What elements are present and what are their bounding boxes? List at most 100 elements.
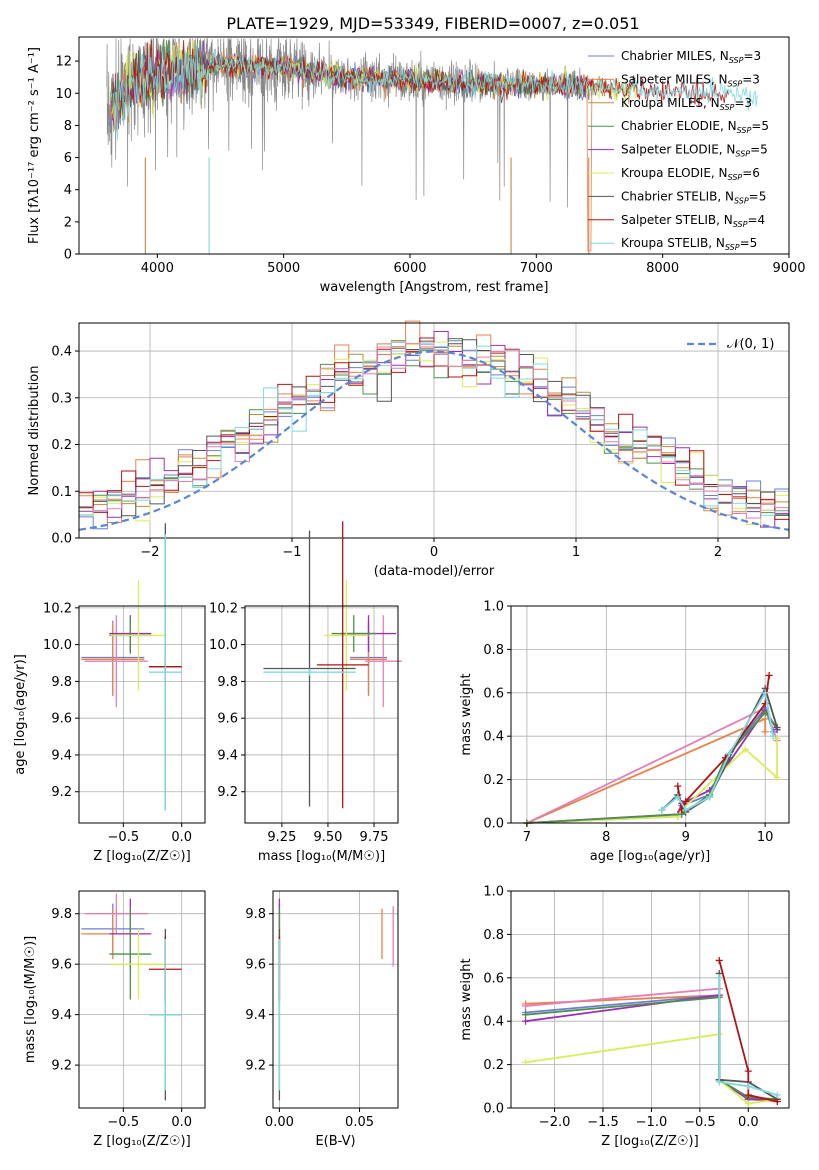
data-marker — [761, 715, 769, 723]
x-tick-label: −2 — [140, 545, 159, 560]
mass-weight-line — [526, 710, 778, 824]
data-marker — [522, 1017, 530, 1025]
data-marker — [773, 1097, 781, 1105]
y-tick-label: 1.0 — [483, 600, 504, 615]
axes-frame — [272, 890, 399, 1109]
y-tick-label: 9.6 — [51, 712, 72, 727]
errorbar-point — [364, 615, 402, 708]
y-tick-label: 10.0 — [209, 638, 238, 653]
y-tick-label: 0.8 — [483, 643, 504, 658]
y-axis-label: mass weight — [459, 673, 474, 755]
x-tick-label: −0.5 — [108, 1115, 140, 1130]
x-axis-label: age [log₁₀(age/yr)] — [590, 849, 711, 864]
data-marker — [715, 1078, 723, 1086]
mass-weight-line — [526, 706, 778, 824]
y-tick-label: 9.8 — [51, 675, 72, 690]
x-axis-label: wavelength [Angstrom, rest frame] — [320, 280, 549, 295]
axes-frame — [78, 605, 206, 824]
x-tick-label: 5000 — [267, 261, 300, 276]
age_vs_mass-panel: 9.25 9.50 9.75 9.2 9.4 9.6 9.8 10.0 10.2 mass [lo… — [209, 521, 402, 864]
data-marker — [658, 806, 666, 814]
y-tick-label: 10.2 — [43, 601, 72, 616]
errorbar-point — [324, 580, 369, 691]
weight_vs_Z-panel: −2.0 −1.5 −1.0 −0.5 0.0 0.0 0.2 0.4 0.6 0.8 1.0 Z [… — [459, 885, 790, 1149]
data-marker — [773, 734, 781, 742]
x-tick-label: 2 — [714, 545, 722, 560]
y-tick-label: 9.6 — [245, 958, 266, 973]
x-tick-label: 0.0 — [171, 1115, 192, 1130]
legend-entry: Chabrier MILES, NSSP=3 — [621, 49, 761, 65]
y-tick-label: 6 — [64, 151, 72, 166]
mass-weight-line — [718, 977, 778, 1096]
x-tick-label: 7000 — [520, 261, 553, 276]
y-tick-label: 0.1 — [51, 485, 72, 500]
legend-entry: Salpeter MILES, NSSP=3 — [621, 72, 760, 88]
y-tick-label: 9.4 — [217, 748, 238, 763]
data-marker — [715, 974, 723, 982]
errorbar-point — [149, 938, 182, 1091]
x-tick-label: −1.0 — [636, 1115, 668, 1130]
axes-frame — [510, 605, 790, 824]
legend-entry: Kroupa ELODIE, NSSP=6 — [621, 166, 760, 182]
errorbar-point — [263, 668, 356, 676]
axes-frame — [244, 605, 399, 824]
y-tick-label: 9.4 — [51, 748, 72, 763]
spectrum-panel: 4000 5000 6000 7000 8000 9000 0 2 4 6 8 10 12 wavelen… — [27, 36, 806, 295]
legend-entry: Kroupa MILES, NSSP=3 — [621, 96, 752, 112]
x-tick-label: 8 — [602, 830, 610, 845]
x-tick-label: 9.25 — [267, 830, 296, 845]
x-tick-label: 0 — [430, 545, 438, 560]
x-axis-label: E(B-V) — [315, 1134, 355, 1149]
x-axis-label: mass [log₁₀(M/M☉)] — [258, 849, 385, 864]
errorbar-point — [110, 580, 167, 691]
y-tick-label: 10.2 — [209, 601, 238, 616]
data-marker — [744, 1100, 752, 1108]
y-tick-label: 10 — [55, 87, 72, 102]
y-tick-label: 0.6 — [483, 971, 504, 986]
normal-legend-label: 𝒩(0, 1) — [727, 337, 774, 352]
axes-frame — [78, 890, 206, 1109]
y-tick-label: 0.2 — [483, 1058, 504, 1073]
data-marker — [769, 732, 777, 740]
data-marker — [725, 750, 733, 758]
y-tick-label: 9.4 — [245, 1008, 266, 1023]
x-tick-label: −1 — [282, 545, 301, 560]
x-tick-label: 1 — [572, 545, 580, 560]
y-tick-label: 9.4 — [51, 1008, 72, 1023]
y-tick-label: 9.2 — [217, 785, 238, 800]
data-marker — [744, 1091, 752, 1099]
x-tick-label: 7 — [523, 830, 531, 845]
data-marker — [674, 793, 682, 801]
errorbar-point — [110, 928, 167, 1000]
y-tick-label: 0.4 — [51, 345, 72, 360]
x-tick-label: 0.05 — [345, 1115, 374, 1130]
y-tick-label: 0.0 — [483, 1102, 504, 1117]
y-tick-label: 1.0 — [483, 885, 504, 900]
normal-curve — [78, 350, 790, 531]
y-tick-label: 9.6 — [51, 958, 72, 973]
x-tick-label: 0.0 — [171, 830, 192, 845]
errorbar-point — [263, 530, 356, 807]
errorbar-point — [149, 534, 182, 811]
y-axis-label: mass weight — [459, 958, 474, 1040]
y-tick-label: 9.8 — [245, 907, 266, 922]
x-tick-label: 8000 — [646, 261, 679, 276]
mass_vs_ebv-panel: 0.00 0.05 9.2 9.4 9.6 9.8 E(B-V) — [245, 890, 399, 1149]
y-tick-label: 8 — [64, 119, 72, 134]
age_vs_Z-panel: −0.5 0.0 9.2 9.4 9.6 9.8 10.0 10.2 Z [log₁₀(Z/Z☉… — [13, 523, 206, 864]
y-tick-label: 0 — [64, 248, 72, 263]
figure-title: PLATE=1929, MJD=53349, FIBERID=0007, z=0… — [226, 14, 639, 33]
data-marker — [522, 1002, 530, 1010]
legend-entry: Chabrier STELIB, NSSP=5 — [621, 189, 766, 205]
errorbar-point — [316, 521, 369, 809]
data-marker — [744, 1082, 752, 1090]
y-tick-label: 4 — [64, 183, 72, 198]
legend-entry: Salpeter ELODIE, NSSP=5 — [621, 143, 768, 159]
y-axis-label: mass [log₁₀(M/M☉)] — [23, 936, 38, 1063]
y-tick-label: 9.8 — [217, 675, 238, 690]
errorbar-point — [331, 615, 376, 652]
x-axis-label: Z [log₁₀(Z/Z☉)] — [601, 1134, 698, 1149]
data-marker — [773, 773, 781, 781]
data-marker — [706, 793, 714, 801]
y-tick-label: 12 — [55, 55, 72, 70]
